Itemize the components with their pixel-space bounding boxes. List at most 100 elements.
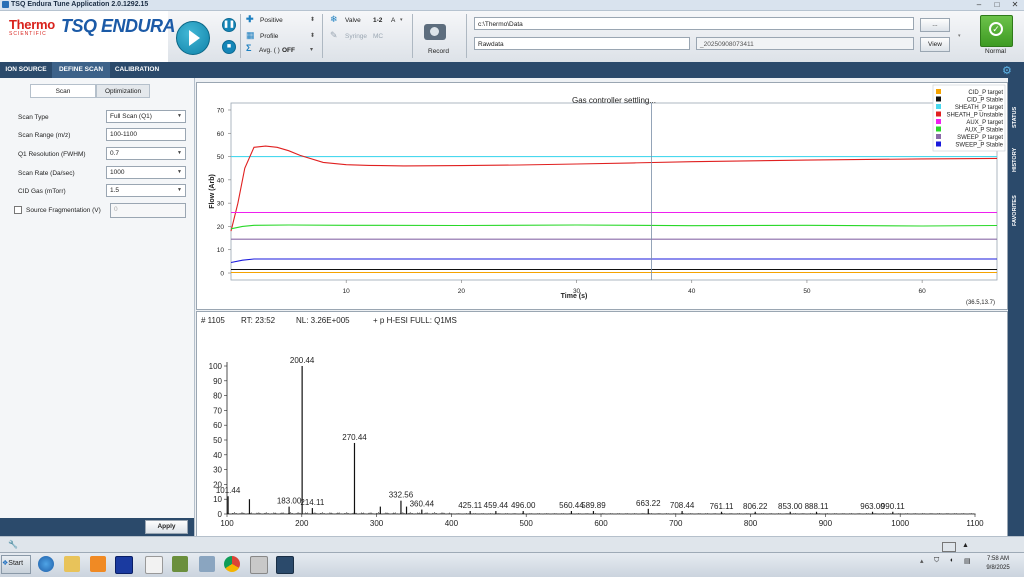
start-button[interactable]: ❖Start [1,555,31,574]
valve-value[interactable]: 1-2 [373,17,383,24]
tab-define-scan[interactable]: DEFINE SCAN [52,62,110,78]
spectrum-y-tick-label: 50 [213,436,222,445]
minimize-icon[interactable]: – [976,0,982,9]
tray-network-icon[interactable]: ▤ [964,558,971,565]
network-icon[interactable] [199,556,215,572]
average-spin-icon[interactable]: ▾ [310,47,314,53]
source-fragmentation-checkbox[interactable] [14,206,22,214]
spectrum-scan-filter: + p H-ESI FULL: Q1MS [373,316,457,325]
flow-legend-swatch [936,96,941,102]
flow-legend-swatch [936,126,941,132]
source-fragmentation-input[interactable]: 0 [110,203,186,218]
tab-ion-source[interactable]: ION SOURCE [5,66,47,73]
ie-icon[interactable] [38,556,54,572]
tray-arrow-icon[interactable]: ▴ [920,558,924,565]
tray-shield-icon[interactable]: ⛉ [934,557,940,564]
spectrum-peak-label: 853.00 [778,502,803,511]
tool-icon[interactable] [145,556,163,574]
scan-type-combo[interactable]: Full Scan (Q1) ▼ [106,110,186,123]
valve-position[interactable]: A [391,17,396,24]
chrome-icon[interactable] [224,556,240,572]
scan-range-input[interactable]: 100-1100 [106,128,186,141]
start-scan-button[interactable] [176,21,210,55]
tray-chart-icon[interactable] [942,542,956,552]
flow-legend-swatch [936,119,941,124]
flow-y-tick-label: 60 [217,131,225,138]
flow-legend-label: CID_P target [968,90,1003,96]
subtab-scan[interactable]: Scan [30,84,96,98]
scan-range-value: 100-1100 [110,131,137,138]
media-player-icon[interactable] [90,556,106,572]
flow-legend-swatch [936,111,941,117]
profile-icon: ▦ [246,30,255,40]
pause-icon: ❚❚ [223,21,235,28]
sigma-icon: Σ [246,43,252,53]
close-icon[interactable]: ✕ [1011,0,1019,9]
clock-time[interactable]: 7:58 AM [986,556,1009,562]
calculator-icon[interactable] [250,556,268,574]
syringe-icon: ✎ [330,30,338,40]
ribbon-collapse-icon[interactable]: ▾ [958,33,961,39]
average-label[interactable]: Avg. ( ) [259,47,280,54]
average-value: OFF [282,47,295,54]
scan-rate-label: Scan Rate (Da/sec) [18,170,75,177]
mass-spectrum-chart: 0 10 20 30 40 50 60 70 80 90 100 100 200 300 400 500 600… [209,356,985,528]
filename-suffix-field: _20250908073411 [696,37,914,50]
subtab-optimization[interactable]: Optimization [96,84,150,98]
tune-app-icon[interactable] [276,556,294,574]
settings-gear-icon[interactable]: ⚙ [1002,65,1012,77]
flow-series-line [230,258,997,264]
spectrum-x-tick-label: 700 [669,519,683,528]
window-title: TSQ Endura Tune Application 2.0.1292.15 [11,1,149,8]
q1-resolution-combo[interactable]: 0.7 ▼ [106,147,186,160]
profile-spin-icon[interactable]: ⬍ [310,33,316,39]
flow-legend-label: SWEEP_P target [957,135,1003,141]
clock-date[interactable]: 9/8/2025 [986,565,1010,571]
tray-volume-icon[interactable]: ◐ [950,557,955,564]
ribbon-separator [240,14,241,58]
stop-button[interactable]: ■ [222,40,236,54]
spectrum-peak-label: 270.44 [342,433,367,442]
instrument-status-button[interactable]: ✓ [980,15,1013,47]
windows-taskbar [0,552,1024,577]
device-icon[interactable] [172,556,188,572]
wrench-icon[interactable]: 🔧 [8,540,18,549]
valve-dropdown-icon[interactable]: ▾ [400,17,403,23]
apply-button[interactable]: Apply [145,520,188,534]
polarity-spin-icon[interactable]: ⬍ [310,17,316,23]
flow-series-line [230,145,998,232]
spectrum-peak-label: 560.44 [559,501,584,510]
spectrum-peak-label: 101.44 [216,486,241,495]
maximize-icon[interactable]: □ [994,0,1000,9]
scan-rate-combo[interactable]: 1000 ▼ [106,166,186,179]
flow-x-tick-label: 50 [803,288,811,295]
view-button[interactable]: View [920,37,950,52]
filename-field[interactable]: Rawdata [474,37,690,50]
flow-y-tick-label: 70 [217,107,225,114]
instrument-status-label: Normal [985,48,1006,55]
pause-button[interactable]: ❚❚ [222,18,236,32]
tab-calibration[interactable]: CALIBRATION [114,66,160,73]
spectrum-peak-label: 708.44 [670,501,695,510]
spectrum-y-tick-label: 30 [213,466,222,475]
spectrum-x-tick-label: 500 [520,519,534,528]
tab-favorites[interactable]: FAVORITES [1008,195,1024,276]
record-camera-icon[interactable] [424,24,446,40]
xcalibur-icon[interactable] [115,556,133,574]
spectrum-y-tick-label: 90 [213,377,222,386]
windows-logo-icon: ❖ [2,560,9,567]
polarity-label[interactable]: Positive [260,17,283,24]
data-path-field[interactable]: c:\Thermo\Data [474,17,914,30]
spectrum-x-tick-label: 100 [220,519,234,528]
app-icon [2,1,9,8]
flow-legend-box [932,84,1006,152]
profile-label[interactable]: Profile [260,33,279,40]
record-label: Record [428,48,449,55]
browse-button[interactable]: ... [920,18,950,32]
explorer-icon[interactable] [64,556,80,572]
cid-gas-combo[interactable]: 1.5 ▼ [106,184,186,197]
tray-expand-icon[interactable]: ▲ [962,542,969,549]
spectrum-normalization-level: NL: 3.26E+005 [296,316,350,325]
flow-y-tick-label: 10 [217,247,225,254]
flow-x-tick-label: 10 [343,288,351,295]
